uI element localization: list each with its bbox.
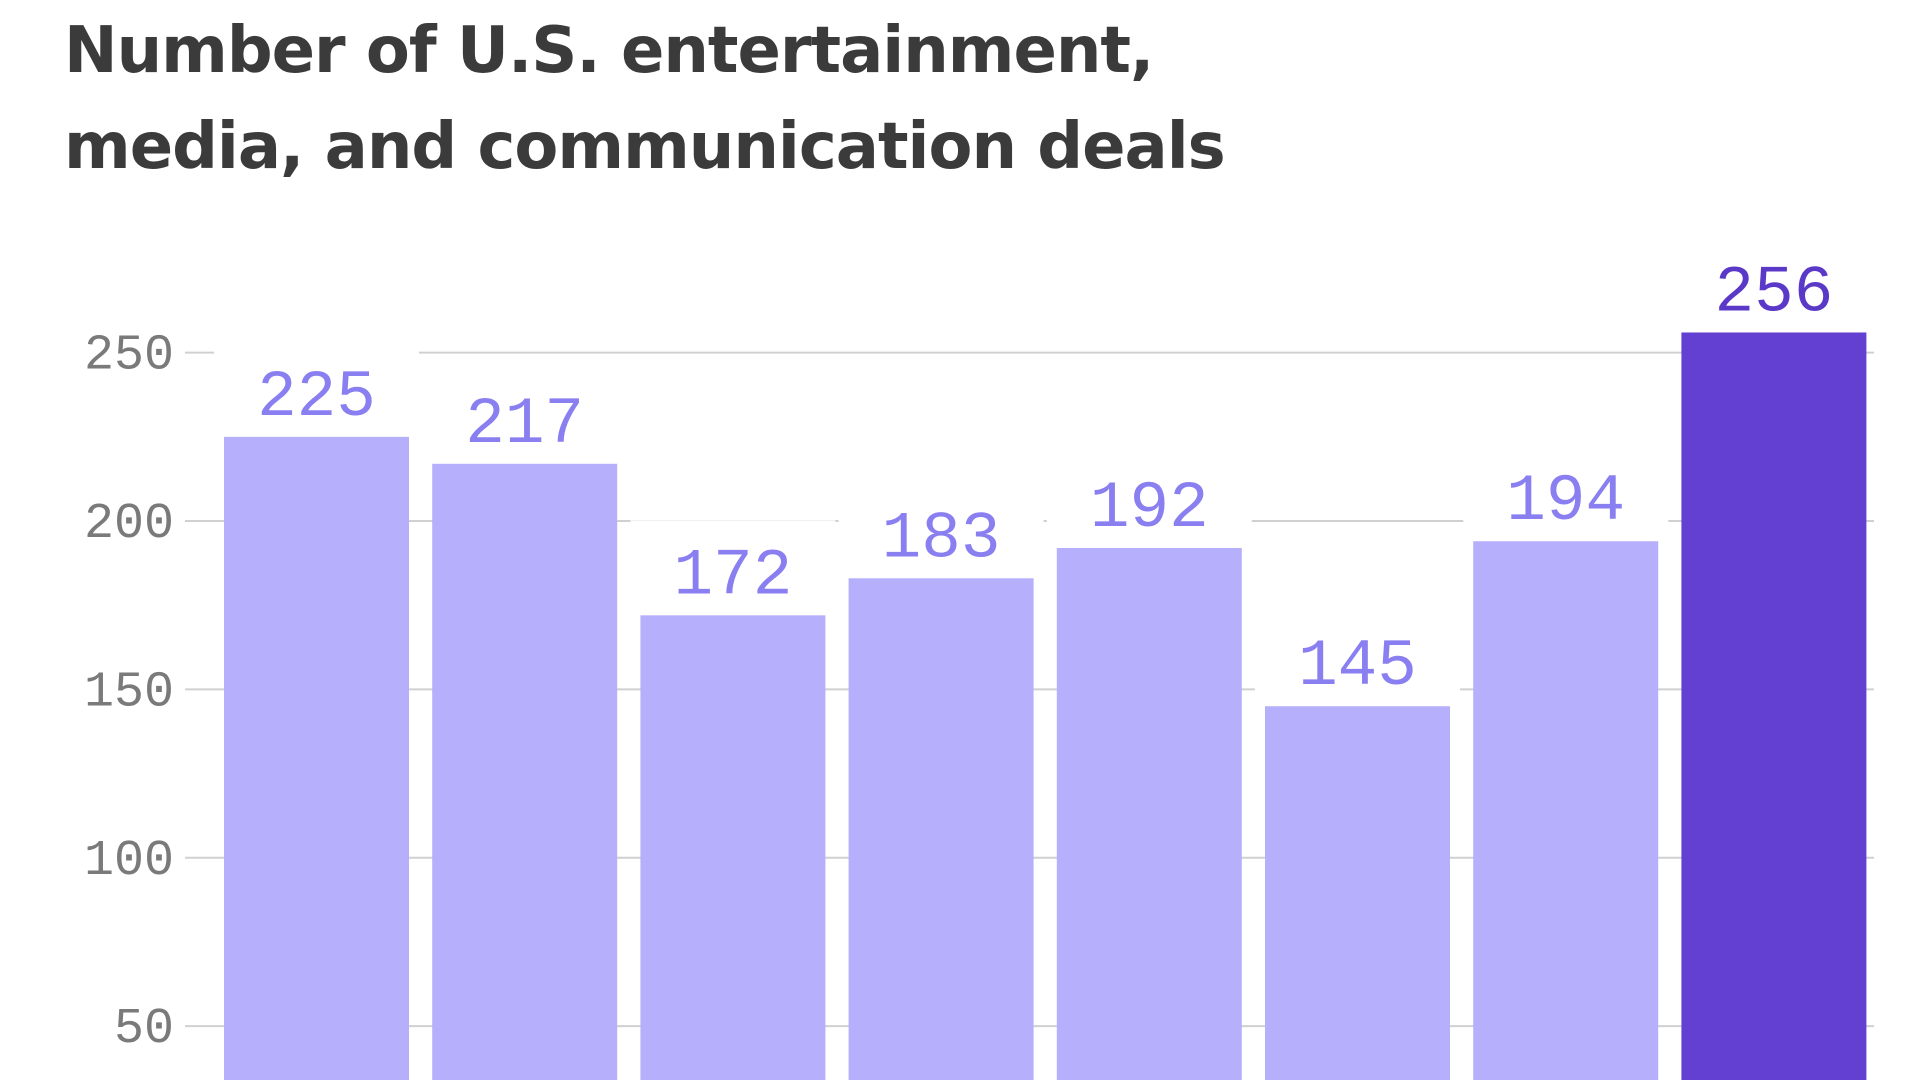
bar (432, 463, 618, 1080)
bar (1681, 332, 1867, 1080)
bar (640, 615, 826, 1080)
y-tick-label: 50 (114, 1001, 174, 1058)
value-label: 145 (1298, 629, 1417, 704)
chart-title: media, and communication deals (64, 110, 1225, 184)
label-background (1255, 611, 1460, 707)
bar (224, 436, 409, 1080)
bar (1056, 547, 1242, 1080)
label-background (422, 368, 628, 464)
y-tick-label: 150 (84, 664, 174, 721)
label-background (630, 520, 836, 616)
value-label: 217 (465, 387, 584, 462)
y-tick-label: 200 (84, 496, 174, 553)
chart-title: Number of U.S. entertainment, (64, 14, 1153, 88)
value-label: 225 (257, 360, 376, 435)
value-label: 183 (882, 501, 1001, 576)
label-background (1671, 237, 1877, 333)
value-label: 194 (1506, 464, 1625, 539)
label-background (1463, 446, 1669, 542)
label-background (1046, 452, 1252, 548)
label-background (838, 483, 1044, 579)
value-label: 172 (673, 538, 792, 613)
y-tick-label: 100 (84, 833, 174, 890)
bar (1473, 541, 1659, 1080)
bar (848, 578, 1034, 1080)
value-label: 192 (1090, 471, 1209, 546)
y-tick-label: 250 (84, 328, 174, 385)
bar (1265, 706, 1450, 1080)
value-label: 256 (1714, 255, 1833, 330)
label-background (214, 341, 419, 437)
